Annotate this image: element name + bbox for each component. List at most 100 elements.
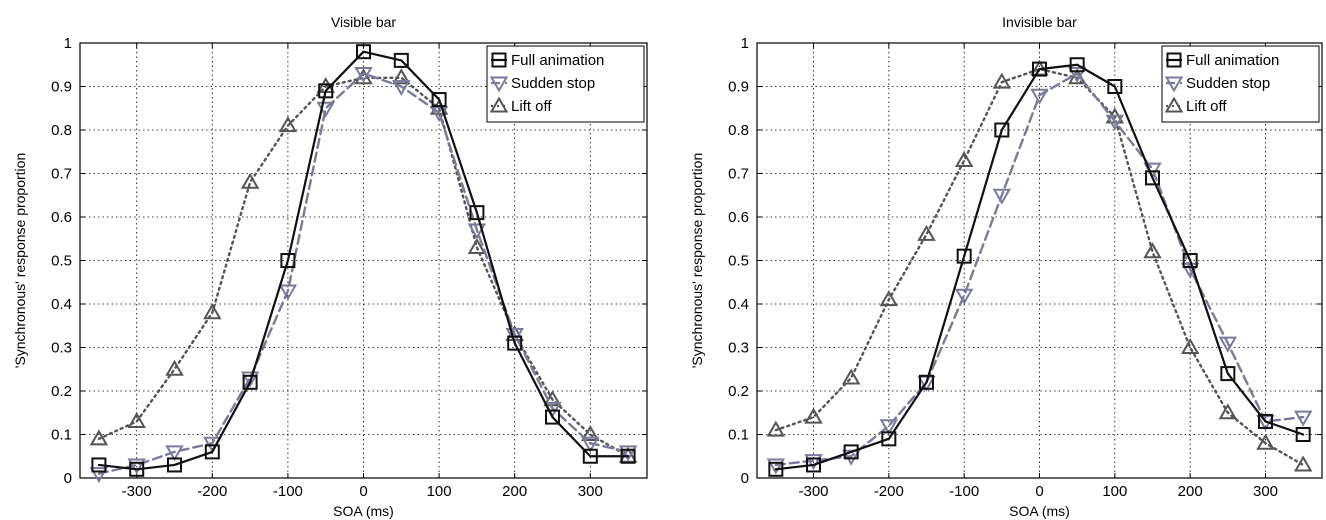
data-point: [954, 150, 974, 167]
data-point: [1293, 455, 1313, 472]
data-point: [278, 116, 298, 133]
data-point: [879, 419, 899, 436]
x-tick-label: 200: [1178, 483, 1203, 500]
y-tick-label: 0.5: [51, 253, 72, 270]
data-point: [467, 223, 487, 240]
data-point: [278, 284, 298, 301]
y-tick-label: 0.6: [728, 209, 749, 226]
x-tick-label: -100: [949, 483, 979, 500]
data-point: [165, 445, 184, 462]
data-point: [392, 80, 411, 97]
x-tick-label: 200: [502, 483, 527, 500]
data-point: [204, 444, 220, 460]
data-point: [1032, 61, 1047, 77]
plot-panel-1: Visible bar -300 -200 -100 0 100 200 300 0 0.1 0.2…: [12, 14, 648, 519]
plot-panel-2: Invisible bar -300 -200 -100 0 100 200 300 0 0.1 0…: [689, 14, 1323, 519]
x-tick-label: -300: [798, 483, 828, 500]
chart-title: Invisible bar: [1002, 14, 1077, 30]
data-point: [766, 420, 786, 437]
legend: Full animation Sudden stop Lift off: [486, 45, 645, 123]
data-point: [841, 368, 861, 385]
series-line: [97, 76, 630, 458]
data-point: [954, 288, 974, 305]
y-tick-label: 1: [64, 35, 72, 52]
data-point: [167, 457, 182, 473]
legend-box: [486, 45, 645, 123]
data-point: [1220, 366, 1236, 382]
data-point: [881, 431, 897, 447]
legend-label: Full animation: [1186, 52, 1279, 69]
series-line: [97, 72, 630, 475]
data-point: [1069, 57, 1085, 73]
data-point: [240, 371, 260, 388]
data-point: [356, 44, 371, 60]
data-point: [129, 461, 145, 477]
data-point: [393, 52, 409, 68]
y-tick-label: 0.7: [728, 166, 749, 183]
data-point: [620, 448, 636, 464]
legend-marker: [1164, 96, 1184, 113]
data-point: [89, 429, 109, 446]
data-point: [1143, 242, 1162, 259]
series-full-animation: [768, 57, 1311, 477]
y-tick-label: 0.5: [728, 253, 749, 270]
y-tick-label: 0.3: [51, 340, 72, 357]
data-point: [768, 461, 784, 477]
x-tick-label: -100: [273, 483, 303, 500]
series-full-animation: [91, 44, 636, 477]
data-point: [992, 72, 1012, 89]
data-point: [318, 83, 334, 99]
data-point: [1180, 337, 1200, 354]
data-point: [431, 92, 447, 108]
x-axis-label: SOA (ms): [333, 503, 394, 519]
x-tick-label: 100: [427, 483, 452, 500]
series-lift-off: [766, 59, 1313, 472]
y-tick-label: 0.6: [51, 209, 72, 226]
data-point: [581, 436, 600, 453]
data-point: [766, 458, 786, 475]
data-point: [545, 409, 560, 425]
x-tick-label: -300: [122, 483, 152, 500]
data-point: [467, 237, 487, 254]
data-point: [1067, 66, 1087, 83]
y-tick-label: 0.1: [728, 427, 749, 444]
data-point: [469, 205, 485, 221]
y-tick-label: 0.4: [51, 296, 72, 313]
series-line: [774, 72, 1305, 467]
data-point: [1145, 170, 1160, 186]
data-point: [1293, 410, 1313, 427]
x-tick-label: 0: [1035, 483, 1043, 500]
legend-label: Sudden stop: [511, 75, 595, 92]
legend-label: Sudden stop: [1186, 75, 1270, 92]
y-tick-label: 0.8: [728, 122, 749, 139]
legend-marker: [1164, 76, 1184, 93]
y-tick-label: 0: [64, 470, 72, 487]
data-point: [1182, 253, 1198, 268]
y-tick-label: 0.9: [51, 79, 72, 96]
x-tick-label: 300: [578, 483, 603, 500]
legend-marker: [491, 52, 507, 68]
data-point: [1030, 88, 1049, 105]
data-point: [917, 224, 936, 241]
data-point: [618, 445, 638, 462]
x-tick-label: 0: [359, 483, 367, 500]
x-tick-label: -200: [197, 483, 227, 500]
y-tick-label: 1: [741, 35, 749, 52]
data-point: [994, 122, 1010, 138]
data-point: [1256, 433, 1275, 450]
data-point: [89, 467, 109, 484]
legend-label: Full animation: [511, 52, 604, 69]
data-point: [354, 66, 373, 83]
x-tick-label: -200: [874, 483, 904, 500]
data-point: [581, 424, 600, 441]
data-point: [1258, 413, 1273, 429]
data-point: [1105, 114, 1125, 131]
data-point: [804, 407, 823, 424]
y-tick-label: 0: [741, 470, 749, 487]
legend-marker: [489, 96, 509, 113]
data-point: [165, 359, 184, 376]
y-tick-label: 0.7: [51, 166, 72, 183]
series-line: [774, 63, 1305, 471]
y-axis-label: 'Synchronous' response proportion: [12, 153, 28, 368]
y-tick-label: 0.9: [728, 79, 749, 96]
